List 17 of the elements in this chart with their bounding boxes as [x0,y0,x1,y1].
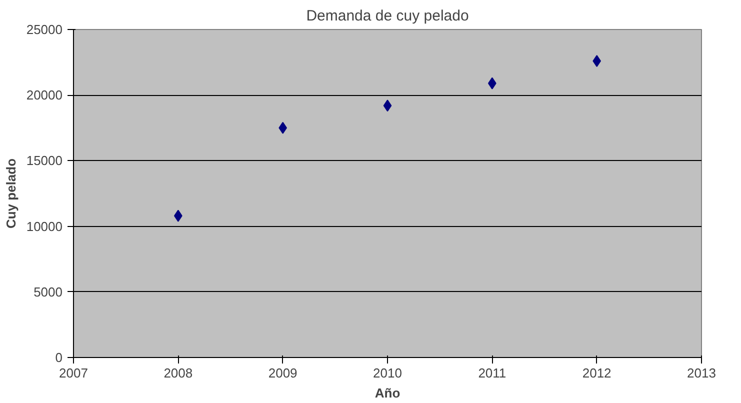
x-tick-label: 2009 [268,366,298,380]
x-tick-label: 2011 [478,366,506,380]
x-axis-title: Año [374,386,400,400]
y-tick-label: 5000 [34,284,62,300]
y-tick-label: 15000 [26,153,63,168]
y-tick-label: 0 [55,350,63,365]
x-tick-label: 2010 [373,366,402,380]
x-tick-label: 2012 [582,366,612,380]
y-tick-label: 10000 [26,218,63,234]
y-tick-label: 25000 [26,22,63,37]
x-tick-label: 2013 [687,366,716,380]
y-axis-title: Cuy pelado [3,158,18,229]
chart-title: Demanda de cuy pelado [306,8,469,24]
point [383,100,392,112]
x-tick-label: 2007 [59,366,88,380]
x-tick-label: 2008 [164,366,193,380]
y-tick-label: 20000 [26,88,63,103]
